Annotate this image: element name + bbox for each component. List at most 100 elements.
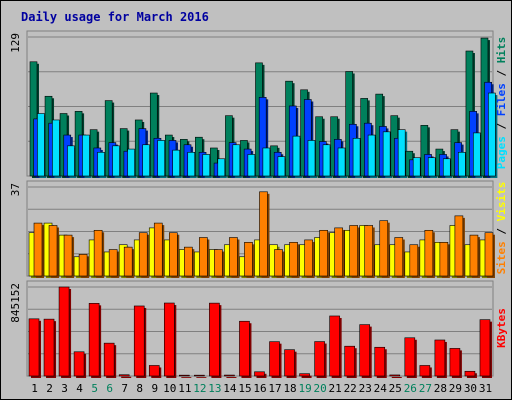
bar-sites-day-5 (93, 229, 105, 278)
day-label-15: 15 (238, 382, 251, 395)
bar-pages-day-2 (52, 119, 62, 178)
bar-sites-day-20 (319, 229, 330, 278)
bar-pages-day-9 (157, 140, 167, 178)
day-label-21: 21 (329, 382, 342, 395)
bar-pages-day-16 (262, 147, 272, 178)
bar-kbytes-day-15-body (239, 320, 250, 377)
legend-kbytes: KBytes (495, 308, 508, 348)
bar-kbytes-day-7-body (118, 374, 130, 377)
bar-pages-day-7 (127, 148, 137, 178)
day-label-16: 16 (253, 382, 266, 395)
bar-kbytes-day-12 (194, 374, 207, 378)
bar-kbytes-day-29-body (449, 348, 461, 377)
bar-kbytes-day-24-body (374, 346, 386, 377)
bar-sites-day-4 (78, 254, 90, 278)
bar-sites-day-19-body (304, 239, 313, 277)
bar-pages-day-8-body (142, 144, 150, 177)
day-label-27: 27 (419, 382, 432, 395)
day-label-30: 30 (464, 382, 477, 395)
bar-sites-day-15 (244, 242, 255, 278)
bar-sites-day-26-body (409, 244, 419, 277)
bar-pages-day-18-body (292, 135, 301, 177)
bar-kbytes-day-14-shadow (226, 377, 237, 378)
bar-kbytes-day-7-shadow (121, 376, 132, 378)
bar-sites-day-18-body (289, 242, 298, 277)
bar-pages-day-5-body (97, 151, 105, 177)
bar-kbytes-day-28 (434, 339, 447, 378)
legend-item-files: Files (495, 83, 508, 116)
bar-kbytes-day-5-body (88, 303, 100, 377)
bar-pages-day-27-body (427, 157, 436, 177)
bar-pages-day-22-body (352, 137, 361, 177)
day-label-20: 20 (314, 382, 327, 395)
bar-pages-day-18 (292, 135, 302, 178)
bar-sites-day-24-body (379, 220, 389, 277)
day-label-2: 2 (46, 382, 53, 395)
day-label-5: 5 (91, 382, 98, 395)
bar-kbytes-day-8 (133, 305, 147, 378)
bar-pages-day-1-body (37, 113, 45, 177)
day-label-6: 6 (106, 382, 113, 395)
bar-kbytes-day-12-body (194, 374, 205, 377)
bar-pages-day-10 (172, 149, 182, 178)
bar-sites-day-18 (289, 242, 300, 278)
bar-pages-day-17 (277, 156, 287, 178)
bar-sites-day-3-body (63, 234, 73, 277)
bar-pages-day-15 (247, 154, 257, 178)
bar-kbytes-day-5 (88, 303, 102, 378)
bar-pages-day-11 (187, 151, 197, 178)
bar-pages-day-27 (427, 157, 438, 178)
bar-kbytes-day-3 (58, 286, 72, 378)
bar-kbytes-day-4-body (73, 351, 85, 377)
day-label-22: 22 (344, 382, 357, 395)
bar-kbytes-day-30-body (464, 370, 476, 377)
bar-sites-day-10 (168, 232, 180, 278)
day-label-31: 31 (479, 382, 492, 395)
bar-sites-day-6 (108, 249, 120, 278)
bar-kbytes-day-6-body (103, 342, 115, 377)
bar-sites-day-8-body (138, 232, 148, 277)
bar-sites-day-9 (153, 222, 165, 278)
legend-item-visits: Visits (495, 182, 508, 222)
bar-kbytes-day-1 (28, 318, 41, 378)
bar-kbytes-day-21-body (329, 315, 340, 377)
bar-sites-day-4-body (78, 254, 88, 277)
bar-kbytes-day-30 (464, 370, 477, 378)
bar-pages-day-24-body (382, 131, 391, 177)
bar-kbytes-day-2-body (43, 318, 55, 377)
legend-item-hits: Hits (495, 37, 508, 64)
bar-pages-day-28 (442, 158, 453, 178)
bar-pages-day-14 (232, 144, 242, 178)
bar-sites-day-31 (484, 232, 495, 278)
bar-kbytes-day-14-body (224, 374, 235, 377)
bar-kbytes-day-8-body (133, 305, 145, 377)
bar-sites-day-28 (439, 242, 450, 278)
bar-kbytes-day-27 (419, 365, 432, 378)
day-label-29: 29 (449, 382, 462, 395)
day-label-23: 23 (359, 382, 372, 395)
bar-pages-day-23-body (367, 134, 376, 177)
bar-sites-day-16 (259, 191, 270, 278)
bar-kbytes-day-19 (299, 373, 312, 378)
bar-kbytes-day-11-shadow (181, 377, 192, 378)
bar-pages-day-28-body (442, 158, 451, 177)
bar-sites-day-11-body (184, 246, 193, 277)
bar-kbytes-day-26 (404, 337, 417, 378)
bar-kbytes-day-19-body (299, 373, 310, 377)
legend-item-sites: Sites (495, 241, 508, 274)
bar-sites-day-1 (33, 222, 44, 278)
bar-kbytes-day-7 (118, 374, 132, 378)
bar-sites-day-28-body (439, 242, 449, 277)
bar-kbytes-day-3-body (58, 286, 70, 377)
bar-sites-day-30-body (469, 234, 479, 277)
bar-sites-day-7 (123, 246, 135, 278)
legend-separator: / (495, 63, 508, 83)
bar-kbytes-day-17-body (269, 341, 280, 377)
day-label-1: 1 (31, 382, 38, 395)
bar-sites-day-5-body (93, 229, 103, 277)
bar-sites-day-9-body (153, 222, 163, 277)
bar-pages-day-13-body (217, 158, 226, 177)
bar-pages-day-20-body (322, 144, 331, 177)
legend-visits_sites: Sites / Visits (495, 182, 508, 275)
